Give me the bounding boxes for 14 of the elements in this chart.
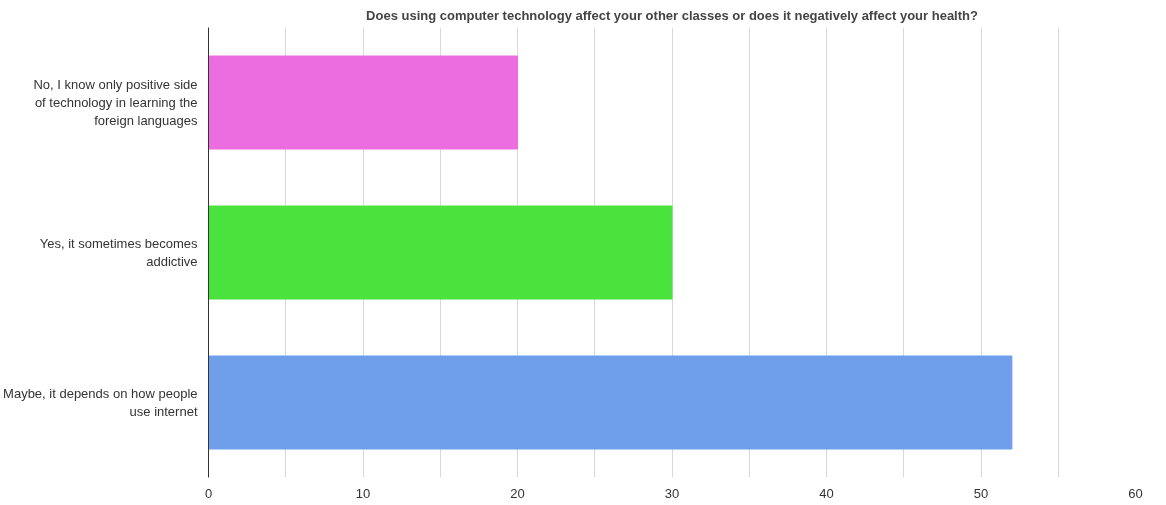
x-tick-label: 0: [204, 485, 213, 501]
y-tick-label: Yes, it sometimes becomes addictive: [39, 236, 198, 269]
chart-title: Does using computer technology affect your other classes or does it negatively affect your health?: [366, 7, 978, 23]
bar: [208, 205, 673, 300]
x-tick-label: 50: [973, 485, 989, 501]
y-tick-label: Maybe, it depends on how people use internet: [3, 386, 198, 419]
x-tick-label: 30: [664, 485, 680, 501]
bar: [208, 355, 1013, 450]
x-tick-label: 10: [355, 485, 371, 501]
x-tick-label: 60: [1128, 485, 1143, 501]
bar: [208, 55, 518, 150]
x-tick-label: 20: [510, 485, 525, 501]
x-tick-label: 40: [819, 485, 834, 501]
y-tick-label: No, I know only positive side of technology in learning the foreign languages: [33, 77, 198, 128]
